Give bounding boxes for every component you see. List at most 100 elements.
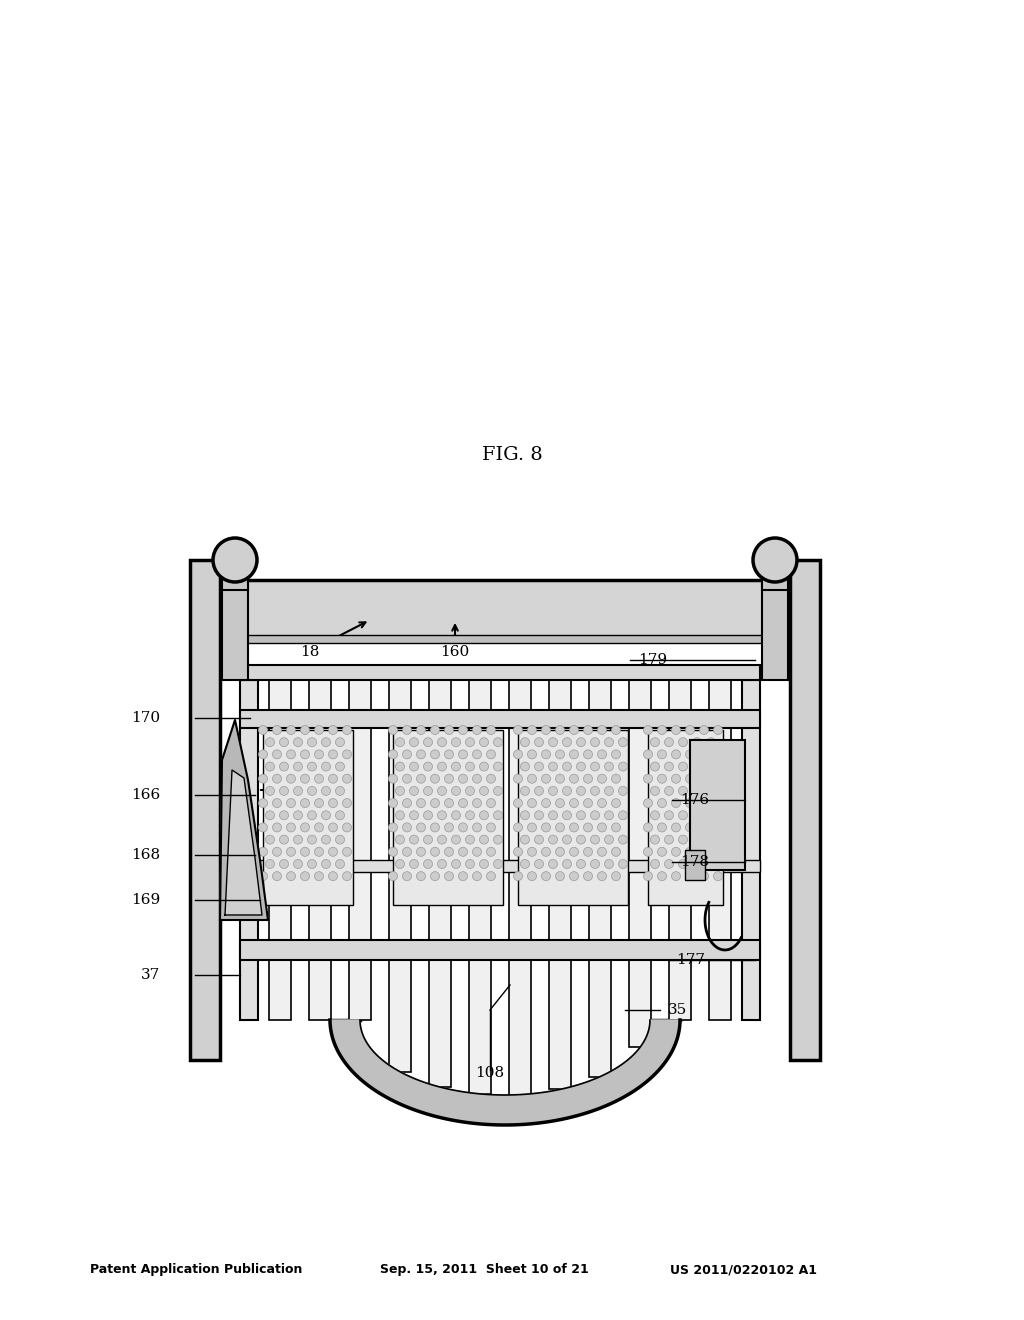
Circle shape [562, 836, 571, 843]
Circle shape [753, 539, 797, 582]
Circle shape [342, 750, 351, 759]
Circle shape [258, 799, 267, 808]
Circle shape [258, 775, 267, 783]
Circle shape [657, 726, 667, 734]
Circle shape [486, 822, 496, 832]
Bar [269, 680, 291, 1020]
Bar [263, 730, 353, 906]
Circle shape [294, 859, 302, 869]
Circle shape [672, 822, 681, 832]
Bar [220, 635, 790, 643]
Circle shape [294, 787, 302, 796]
Circle shape [555, 775, 564, 783]
Circle shape [520, 810, 529, 820]
Circle shape [342, 871, 351, 880]
Circle shape [584, 822, 593, 832]
Circle shape [672, 775, 681, 783]
Circle shape [322, 859, 331, 869]
Circle shape [494, 859, 503, 869]
Circle shape [597, 750, 606, 759]
Circle shape [479, 859, 488, 869]
Circle shape [643, 847, 652, 857]
Circle shape [307, 762, 316, 771]
Circle shape [272, 799, 282, 808]
Bar [240, 665, 760, 680]
Circle shape [555, 871, 564, 880]
Circle shape [562, 738, 571, 747]
Circle shape [650, 859, 659, 869]
Circle shape [280, 738, 289, 747]
Circle shape [322, 738, 331, 747]
Text: Sep. 15, 2011  Sheet 10 of 21: Sep. 15, 2011 Sheet 10 of 21 [380, 1263, 589, 1276]
Circle shape [643, 871, 652, 880]
Circle shape [452, 738, 461, 747]
Circle shape [520, 859, 529, 869]
Circle shape [692, 762, 701, 771]
Circle shape [294, 836, 302, 843]
Circle shape [395, 810, 404, 820]
Circle shape [314, 847, 324, 857]
Circle shape [287, 726, 296, 734]
Circle shape [265, 810, 274, 820]
Circle shape [388, 871, 397, 880]
Circle shape [569, 871, 579, 880]
Circle shape [591, 738, 599, 747]
Circle shape [424, 762, 432, 771]
Circle shape [699, 847, 709, 857]
Bar [509, 680, 531, 1094]
Circle shape [472, 847, 481, 857]
Circle shape [650, 787, 659, 796]
Circle shape [714, 750, 723, 759]
Circle shape [395, 787, 404, 796]
Circle shape [679, 810, 687, 820]
Circle shape [287, 750, 296, 759]
Circle shape [569, 799, 579, 808]
Circle shape [672, 871, 681, 880]
Text: 35: 35 [668, 1003, 687, 1016]
Circle shape [437, 762, 446, 771]
Circle shape [657, 775, 667, 783]
Circle shape [258, 726, 267, 734]
Circle shape [535, 787, 544, 796]
Bar [240, 680, 258, 1020]
Circle shape [459, 871, 468, 880]
Circle shape [307, 836, 316, 843]
Circle shape [714, 726, 723, 734]
Circle shape [437, 859, 446, 869]
Circle shape [685, 726, 694, 734]
Polygon shape [220, 719, 268, 920]
Circle shape [287, 822, 296, 832]
Circle shape [562, 810, 571, 820]
Circle shape [430, 799, 439, 808]
Circle shape [520, 762, 529, 771]
Circle shape [657, 822, 667, 832]
Bar [210, 579, 800, 640]
Circle shape [657, 847, 667, 857]
Circle shape [272, 847, 282, 857]
Circle shape [597, 822, 606, 832]
Circle shape [329, 847, 338, 857]
Circle shape [555, 799, 564, 808]
Circle shape [542, 822, 551, 832]
Circle shape [395, 762, 404, 771]
Text: 176: 176 [680, 793, 710, 807]
Circle shape [472, 726, 481, 734]
Circle shape [584, 799, 593, 808]
Circle shape [395, 859, 404, 869]
Circle shape [685, 822, 694, 832]
Circle shape [679, 859, 687, 869]
Circle shape [486, 726, 496, 734]
Circle shape [342, 847, 351, 857]
Circle shape [486, 871, 496, 880]
Circle shape [430, 871, 439, 880]
Text: 168: 168 [131, 847, 160, 862]
Circle shape [486, 775, 496, 783]
Circle shape [549, 810, 557, 820]
Bar [240, 861, 760, 873]
Circle shape [549, 738, 557, 747]
Circle shape [643, 775, 652, 783]
Bar [648, 730, 723, 906]
Circle shape [430, 847, 439, 857]
Circle shape [329, 775, 338, 783]
Circle shape [520, 836, 529, 843]
